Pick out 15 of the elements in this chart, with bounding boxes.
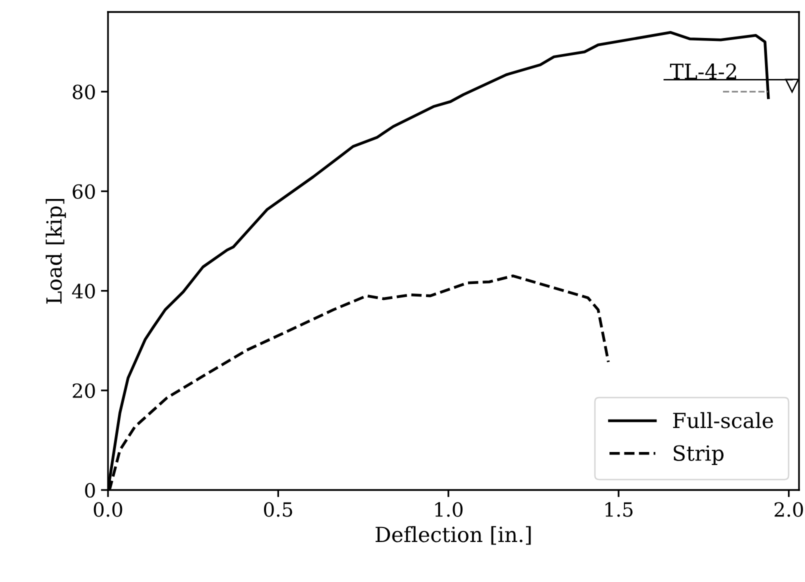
legend-label: Strip (674, 445, 724, 465)
y-tick-label: 60 (72, 184, 95, 199)
y-axis-title: Load [kip] (46, 198, 66, 304)
x-tick-label: 2.0 (774, 502, 803, 517)
x-axis-title: Deflection [in.] (376, 526, 531, 545)
y-tick-label: 0 (85, 482, 95, 498)
x-tick-label: 0.5 (264, 502, 292, 517)
y-tick-label: 20 (72, 383, 95, 398)
legend-label: Full-scale (673, 412, 773, 428)
x-tick-label: 1.0 (435, 502, 463, 517)
y-tick-label: 80 (72, 84, 95, 100)
y-tick-label: 40 (72, 284, 95, 298)
ref-line-label: TL-4-2 (670, 64, 736, 79)
x-tick-label: 0.0 (94, 502, 122, 517)
x-tick-label: 1.5 (606, 502, 633, 517)
